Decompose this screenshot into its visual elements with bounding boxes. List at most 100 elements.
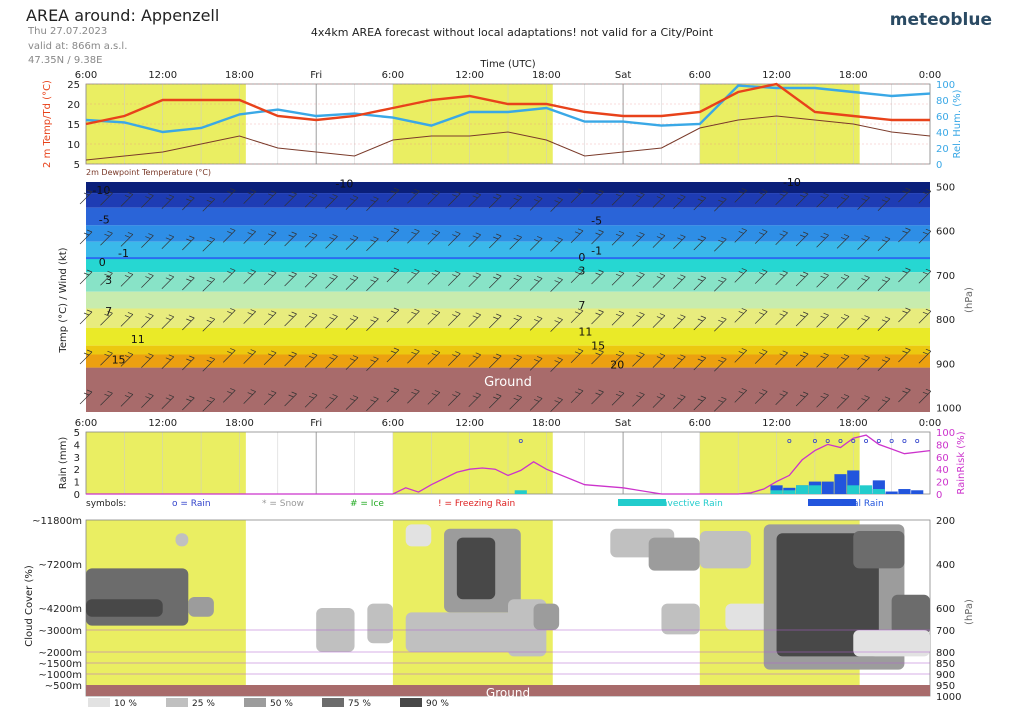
- wind-barb: [488, 313, 502, 329]
- time-tick-label: 12:00: [455, 418, 484, 429]
- time-tick-label: 18:00: [839, 418, 868, 429]
- time-tick-label: 6:00: [382, 70, 404, 81]
- wind-barb: [79, 269, 93, 285]
- legend-item: ! = Freezing Rain: [438, 499, 515, 509]
- humidity-tick-label: 80: [936, 96, 949, 107]
- wind-barb: [141, 313, 154, 328]
- time-tick-label: 12:00: [455, 70, 484, 81]
- wind-barb: [591, 309, 604, 325]
- total-rain-bar: [911, 490, 924, 494]
- brand-logo[interactable]: meteoblue: [889, 10, 992, 30]
- wind-barb: [161, 234, 175, 250]
- humidity-tick-label: 40: [936, 128, 949, 139]
- wind-barb: [673, 354, 686, 370]
- wind-barb: [468, 192, 481, 208]
- wind-barb: [120, 272, 134, 287]
- isotherm-label: -10: [92, 184, 110, 197]
- cloud-legend-swatch: [244, 698, 266, 707]
- wind-barb: [632, 192, 645, 207]
- wind-barb: [488, 273, 502, 289]
- wind-barb: [509, 314, 522, 330]
- wind-barb: [877, 276, 891, 292]
- wind-barb: [222, 188, 236, 203]
- wind-barb: [795, 351, 809, 367]
- wind-barb: [775, 390, 788, 406]
- isotherm-label: -5: [591, 214, 602, 227]
- humidity-tick-label: 100: [936, 80, 955, 91]
- wind-barb: [529, 316, 543, 331]
- time-tick-label: 12:00: [148, 70, 177, 81]
- wind-barb: [468, 232, 481, 248]
- wind-barb: [529, 236, 543, 251]
- wind-barb: [611, 270, 625, 286]
- daylight-band: [392, 432, 553, 494]
- wind-barb: [366, 276, 379, 292]
- isotherm-label: -1: [118, 247, 129, 260]
- cloud-pressure-tick-label: 850: [936, 659, 955, 670]
- temp-tick-label: 5: [74, 160, 80, 171]
- wind-barb: [345, 315, 359, 330]
- temperature-layer: [86, 345, 930, 355]
- rain-symbol: [902, 438, 907, 443]
- wind-barb: [529, 196, 543, 211]
- cloud-cell: [776, 533, 879, 657]
- humidity-tick-label: 60: [936, 112, 949, 123]
- rainrisk-tick-label: 0: [936, 490, 942, 501]
- wind-barb: [611, 190, 625, 206]
- wind-barb: [141, 273, 154, 288]
- wind-barb: [161, 354, 175, 370]
- wind-barb: [120, 312, 134, 327]
- rainrisk-axis-label: RainRisk (%): [956, 431, 967, 494]
- time-tick-label: 18:00: [532, 418, 561, 429]
- temperature-layer: [86, 193, 930, 208]
- wind-barb: [693, 275, 707, 291]
- wind-barb: [243, 349, 256, 364]
- legend-item: # = Ice: [350, 499, 384, 509]
- wind-barb: [775, 190, 788, 206]
- cloud-pressure-tick-label: 200: [936, 516, 955, 527]
- time-tick-label: 18:00: [225, 418, 254, 429]
- rainrisk-tick-label: 80: [936, 440, 949, 451]
- rain-panel-frame: [85, 431, 931, 495]
- wind-barb: [100, 230, 113, 246]
- wind-barb: [877, 236, 891, 252]
- rain-symbol: [838, 438, 843, 443]
- rain-symbol: [876, 438, 881, 443]
- temp-tick-label: 25: [67, 80, 80, 91]
- wind-barb: [898, 227, 911, 243]
- wind-barb: [120, 392, 134, 407]
- total-rain-bar: [821, 481, 834, 494]
- wind-barb: [79, 389, 93, 405]
- wind-barb: [857, 235, 870, 250]
- wind-barb: [877, 396, 891, 412]
- cloud-legend-swatch: [88, 698, 110, 707]
- wind-barb: [898, 387, 911, 403]
- daylight-band: [86, 432, 246, 494]
- time-tick-label: Fri: [310, 418, 322, 429]
- rain-tick-label: 3: [74, 453, 80, 464]
- wind-barb: [202, 236, 216, 252]
- cloud-axis-label: Cloud Cover (%): [24, 565, 35, 647]
- wind-barb: [918, 268, 932, 284]
- total-rain-bar: [770, 485, 783, 494]
- convective-rain-bar: [770, 490, 783, 494]
- wind-barb: [877, 356, 891, 372]
- ground-area: [86, 685, 930, 696]
- wind-barb: [857, 275, 870, 290]
- wind-barb: [877, 316, 891, 332]
- wind-barb: [161, 274, 175, 290]
- time-tick-label: 0:00: [919, 70, 941, 81]
- temperature-layer: [86, 308, 930, 328]
- rain-symbol: [864, 438, 869, 443]
- profile-pressure-label: (hPa): [964, 287, 975, 313]
- wind-barb: [100, 350, 113, 366]
- wind-barb: [182, 395, 195, 411]
- humidity-tick-label: 0: [936, 160, 942, 171]
- wind-barb: [222, 308, 236, 323]
- wind-barb: [202, 396, 216, 412]
- wind-barb: [304, 192, 318, 208]
- wind-barb: [836, 194, 850, 209]
- wind-barb: [366, 316, 379, 332]
- wind-barb: [202, 356, 216, 372]
- cloud-cell: [456, 537, 496, 600]
